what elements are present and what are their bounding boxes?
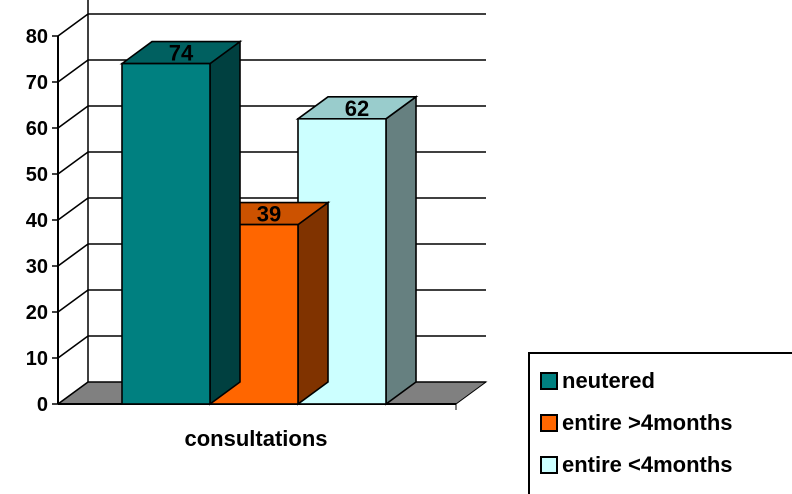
y-tick-label-60: 60 xyxy=(26,118,48,140)
bar-chart: 0 10 20 30 40 50 60 70 80 62 39 74 consultations xyxy=(26,0,488,451)
y-tick-label-80: 80 xyxy=(26,26,48,48)
legend-swatch-entire-over-4months xyxy=(540,414,558,432)
gridline-80 xyxy=(57,13,486,37)
legend-swatch-neutered xyxy=(540,372,558,390)
legend-item-entire-under-4months: entire <4months xyxy=(540,452,733,478)
data-label-neutered: 74 xyxy=(169,41,194,66)
legend-label-neutered: neutered xyxy=(562,368,655,393)
legend-item-neutered: neutered xyxy=(540,368,655,394)
legend-swatch-entire-under-4months xyxy=(540,456,558,474)
legend-label-entire-under-4months: entire <4months xyxy=(562,452,733,477)
data-label-entire-under-4months: 62 xyxy=(345,96,369,121)
y-tick-label-20: 20 xyxy=(26,302,48,324)
bar-neutered xyxy=(121,62,211,405)
y-tick-label-50: 50 xyxy=(26,164,48,186)
bar-side-neutered xyxy=(209,40,241,406)
y-tick-label-0: 0 xyxy=(37,394,48,416)
x-category-label: consultations xyxy=(184,426,327,451)
bar-side-entire-over-4months xyxy=(297,201,329,406)
y-tick-label-10: 10 xyxy=(26,348,48,370)
legend-label-entire-over-4months: entire >4months xyxy=(562,410,733,435)
y-tick-label-30: 30 xyxy=(26,256,48,278)
data-label-entire-over-4months: 39 xyxy=(257,202,281,227)
legend: neutered entire >4months entire <4months xyxy=(528,352,792,494)
legend-item-entire-over-4months: entire >4months xyxy=(540,410,733,436)
bar-side-entire-under-4months xyxy=(385,95,417,406)
y-tick-label-40: 40 xyxy=(26,210,48,232)
y-tick-label-70: 70 xyxy=(26,72,48,94)
